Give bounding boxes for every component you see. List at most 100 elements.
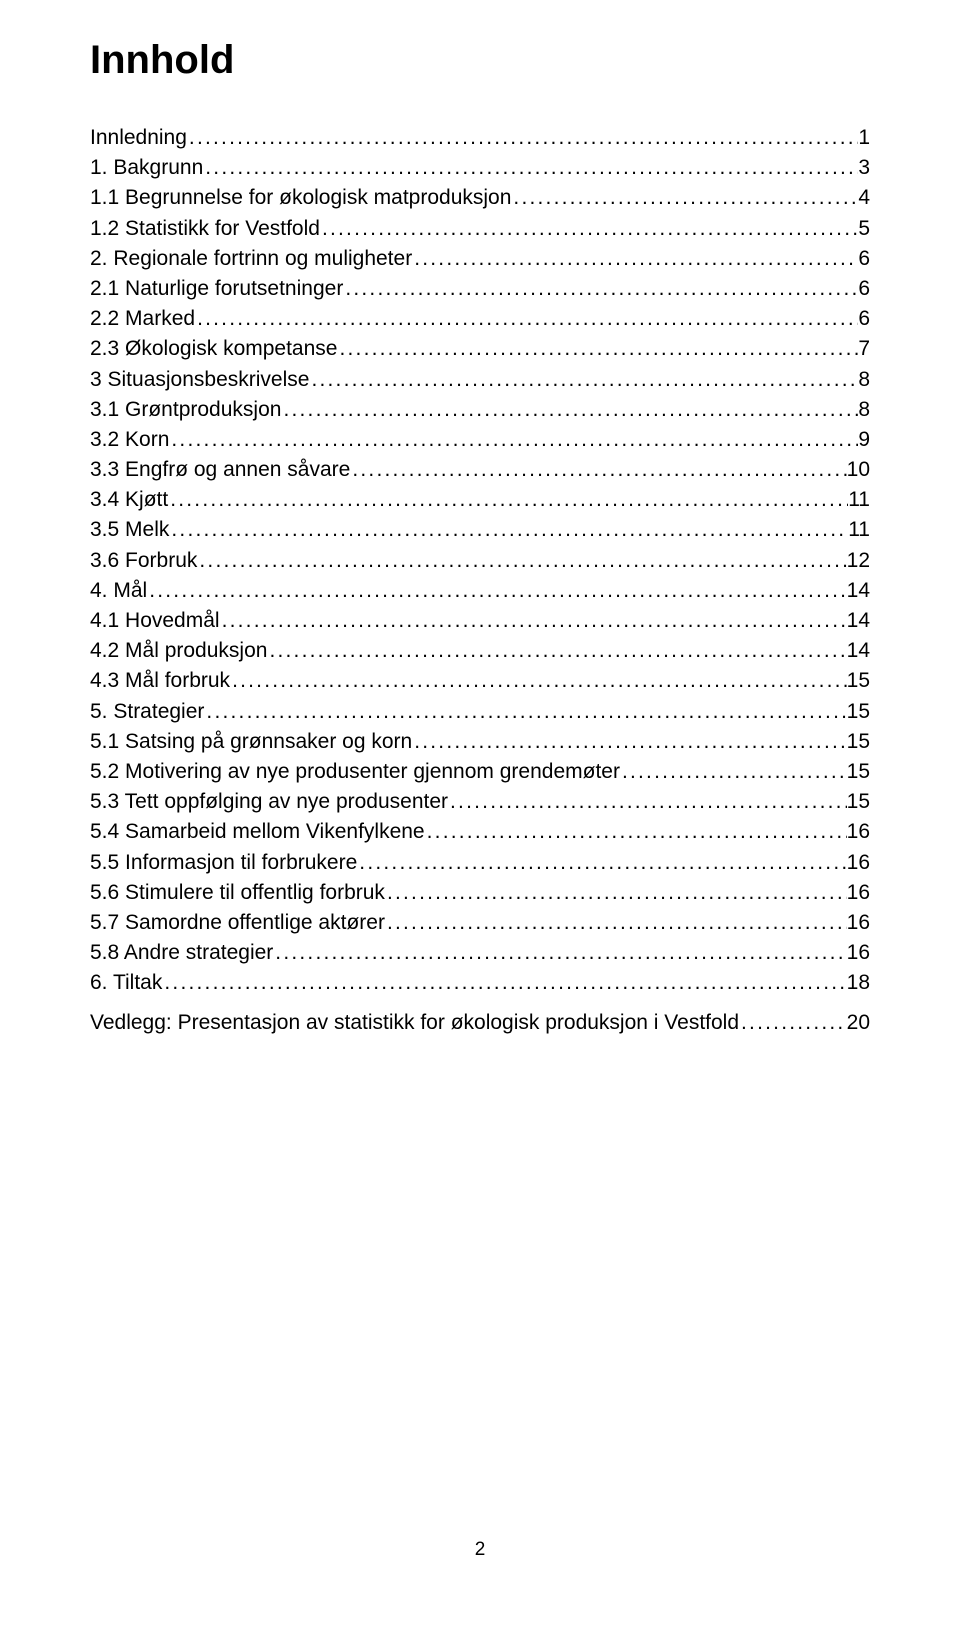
toc-label: 5.4 Samarbeid mellom Vikenfylkene bbox=[90, 821, 425, 842]
toc-row: 5.3 Tett oppfølging av nye produsenter 15 bbox=[90, 791, 870, 812]
toc-row: 1. Bakgrunn3 bbox=[90, 157, 870, 178]
toc-page: 14 bbox=[847, 580, 870, 601]
appendix-label: Vedlegg: Presentasjon av statistikk for … bbox=[90, 1011, 739, 1035]
toc-label: 5.1 Satsing på grønnsaker og korn bbox=[90, 731, 412, 752]
toc-label: 4.1 Hovedmål bbox=[90, 610, 220, 631]
toc-label: 5. Strategier bbox=[90, 701, 204, 722]
toc-page: 11 bbox=[848, 519, 870, 540]
toc-row: 3.4 Kjøtt 11 bbox=[90, 489, 870, 510]
toc-row: 6. Tiltak 18 bbox=[90, 972, 870, 993]
toc-label: 1. Bakgrunn bbox=[90, 157, 203, 178]
leader-dots bbox=[187, 127, 858, 148]
leader-dots bbox=[385, 912, 847, 933]
toc-page: 7 bbox=[858, 338, 870, 359]
toc-page: 11 bbox=[848, 489, 870, 510]
toc-label: 3.6 Forbruk bbox=[90, 550, 197, 571]
toc-label: 2.1 Naturlige forutsetninger bbox=[90, 278, 343, 299]
toc-row: 5.8 Andre strategier16 bbox=[90, 942, 870, 963]
leader-dots bbox=[320, 218, 858, 239]
toc-label: 5.7 Samordne offentlige aktører bbox=[90, 912, 385, 933]
toc-row: 3.5 Melk 11 bbox=[90, 519, 870, 540]
toc-page: 6 bbox=[858, 308, 870, 329]
toc-label: 1.2 Statistikk for Vestfold bbox=[90, 218, 320, 239]
leader-dots bbox=[412, 731, 846, 752]
leader-dots bbox=[511, 187, 858, 208]
toc-label: 3.5 Melk bbox=[90, 519, 169, 540]
toc-label: 2. Regionale fortrinn og muligheter bbox=[90, 248, 412, 269]
toc-page: 18 bbox=[847, 972, 870, 993]
toc-label: 3.4 Kjøtt bbox=[90, 489, 168, 510]
toc-label: 1.1 Begrunnelse for økologisk matproduks… bbox=[90, 187, 511, 208]
toc-row: 4.2 Mål produksjon 14 bbox=[90, 640, 870, 661]
toc-label: 6. Tiltak bbox=[90, 972, 162, 993]
toc-label: 5.5 Informasjon til forbrukere bbox=[90, 852, 357, 873]
toc-page: 16 bbox=[847, 852, 870, 873]
toc-page: 15 bbox=[847, 731, 870, 752]
toc-row: 5.6 Stimulere til offentlig forbruk16 bbox=[90, 882, 870, 903]
toc-row: 3.6 Forbruk 12 bbox=[90, 550, 870, 571]
toc-page: 4 bbox=[858, 187, 870, 208]
leader-dots bbox=[267, 640, 846, 661]
leader-dots bbox=[448, 791, 847, 812]
toc-page: 15 bbox=[847, 701, 870, 722]
toc-row: 5.7 Samordne offentlige aktører16 bbox=[90, 912, 870, 933]
toc-label: 4.2 Mål produksjon bbox=[90, 640, 267, 661]
toc-label: 5.3 Tett oppfølging av nye produsenter bbox=[90, 791, 448, 812]
toc-page: 16 bbox=[847, 821, 870, 842]
toc-row: 4.3 Mål forbruk 15 bbox=[90, 670, 870, 691]
toc-row: 3.2 Korn 9 bbox=[90, 429, 870, 450]
toc-label: 5.6 Stimulere til offentlig forbruk bbox=[90, 882, 385, 903]
toc-page: 15 bbox=[847, 791, 870, 812]
toc-page: 14 bbox=[847, 610, 870, 631]
toc-row: 2.1 Naturlige forutsetninger 6 bbox=[90, 278, 870, 299]
toc-label: 4.3 Mål forbruk bbox=[90, 670, 230, 691]
leader-dots bbox=[620, 761, 847, 782]
leader-dots bbox=[350, 459, 846, 480]
toc-label: 4. Mål bbox=[90, 580, 147, 601]
toc-page: 15 bbox=[847, 670, 870, 691]
toc-row: 2. Regionale fortrinn og muligheter 6 bbox=[90, 248, 870, 269]
toc-label: 2.2 Marked bbox=[90, 308, 195, 329]
toc-page: 12 bbox=[847, 550, 870, 571]
toc-page: 16 bbox=[847, 942, 870, 963]
toc-page: 10 bbox=[847, 459, 870, 480]
toc-row: Innledning1 bbox=[90, 127, 870, 148]
leader-dots bbox=[230, 670, 847, 691]
toc-row: 5.2 Motivering av nye produsenter gjenno… bbox=[90, 761, 870, 782]
leader-dots bbox=[147, 580, 846, 601]
toc-page: 9 bbox=[858, 429, 870, 450]
toc-label: Innledning bbox=[90, 127, 187, 148]
toc-row: 5.5 Informasjon til forbrukere 16 bbox=[90, 852, 870, 873]
page-title: Innhold bbox=[90, 38, 870, 83]
toc-page: 8 bbox=[858, 369, 870, 390]
leader-dots bbox=[197, 550, 846, 571]
appendix-page: 20 bbox=[847, 1011, 870, 1035]
toc-page: 14 bbox=[847, 640, 870, 661]
toc-label: 5.2 Motivering av nye produsenter gjenno… bbox=[90, 761, 620, 782]
toc-row: 3.3 Engfrø og annen såvare 10 bbox=[90, 459, 870, 480]
leader-dots bbox=[220, 610, 847, 631]
leader-dots bbox=[273, 942, 846, 963]
toc-row: 5.4 Samarbeid mellom Vikenfylkene 16 bbox=[90, 821, 870, 842]
toc-page: 5 bbox=[858, 218, 870, 239]
leader-dots bbox=[309, 369, 858, 390]
leader-dots bbox=[168, 489, 848, 510]
toc-page: 6 bbox=[858, 248, 870, 269]
toc-row: 5. Strategier 15 bbox=[90, 701, 870, 722]
appendix-row: Vedlegg: Presentasjon av statistikk for … bbox=[90, 1011, 870, 1035]
leader-dots bbox=[169, 519, 848, 540]
leader-dots bbox=[412, 248, 858, 269]
toc-row: 4. Mål 14 bbox=[90, 580, 870, 601]
leader-dots bbox=[162, 972, 846, 993]
leader-dots bbox=[204, 701, 846, 722]
toc-row: 5.1 Satsing på grønnsaker og korn 15 bbox=[90, 731, 870, 752]
toc-label: 3 Situasjonsbeskrivelse bbox=[90, 369, 309, 390]
toc-page: 6 bbox=[858, 278, 870, 299]
toc-row: 4.1 Hovedmål 14 bbox=[90, 610, 870, 631]
toc-row: 1.2 Statistikk for Vestfold 5 bbox=[90, 218, 870, 239]
leader-dots bbox=[203, 157, 858, 178]
toc-label: 3.2 Korn bbox=[90, 429, 169, 450]
leader-dots bbox=[169, 429, 858, 450]
toc-label: 3.3 Engfrø og annen såvare bbox=[90, 459, 350, 480]
leader-dots bbox=[343, 278, 858, 299]
